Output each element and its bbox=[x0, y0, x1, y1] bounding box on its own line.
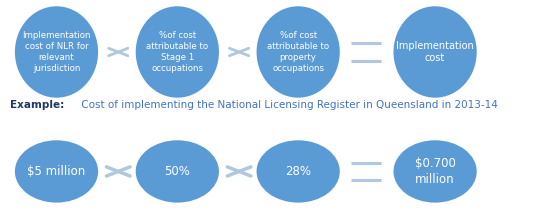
Ellipse shape bbox=[256, 6, 340, 98]
Text: $0.700
million: $0.700 million bbox=[415, 157, 455, 186]
Text: Cost of implementing the National Licensing Register in Queensland in 2013-14: Cost of implementing the National Licens… bbox=[78, 100, 498, 110]
Text: Example:: Example: bbox=[10, 100, 64, 110]
Text: %of cost
attributable to
property
occupations: %of cost attributable to property occupa… bbox=[267, 31, 329, 73]
Text: 50%: 50% bbox=[164, 165, 190, 178]
Ellipse shape bbox=[393, 140, 477, 203]
Ellipse shape bbox=[256, 140, 340, 203]
Ellipse shape bbox=[15, 6, 98, 98]
Text: Implementation
cost: Implementation cost bbox=[396, 41, 474, 63]
Ellipse shape bbox=[393, 6, 477, 98]
Text: Implementation
cost of NLR for
relevant
jurisdiction: Implementation cost of NLR for relevant … bbox=[22, 31, 91, 73]
Text: 28%: 28% bbox=[285, 165, 311, 178]
Ellipse shape bbox=[15, 140, 98, 203]
Ellipse shape bbox=[136, 6, 219, 98]
Ellipse shape bbox=[136, 140, 219, 203]
Text: $5 million: $5 million bbox=[27, 165, 85, 178]
Text: %of cost
attributable to
Stage 1
occupations: %of cost attributable to Stage 1 occupat… bbox=[146, 31, 208, 73]
